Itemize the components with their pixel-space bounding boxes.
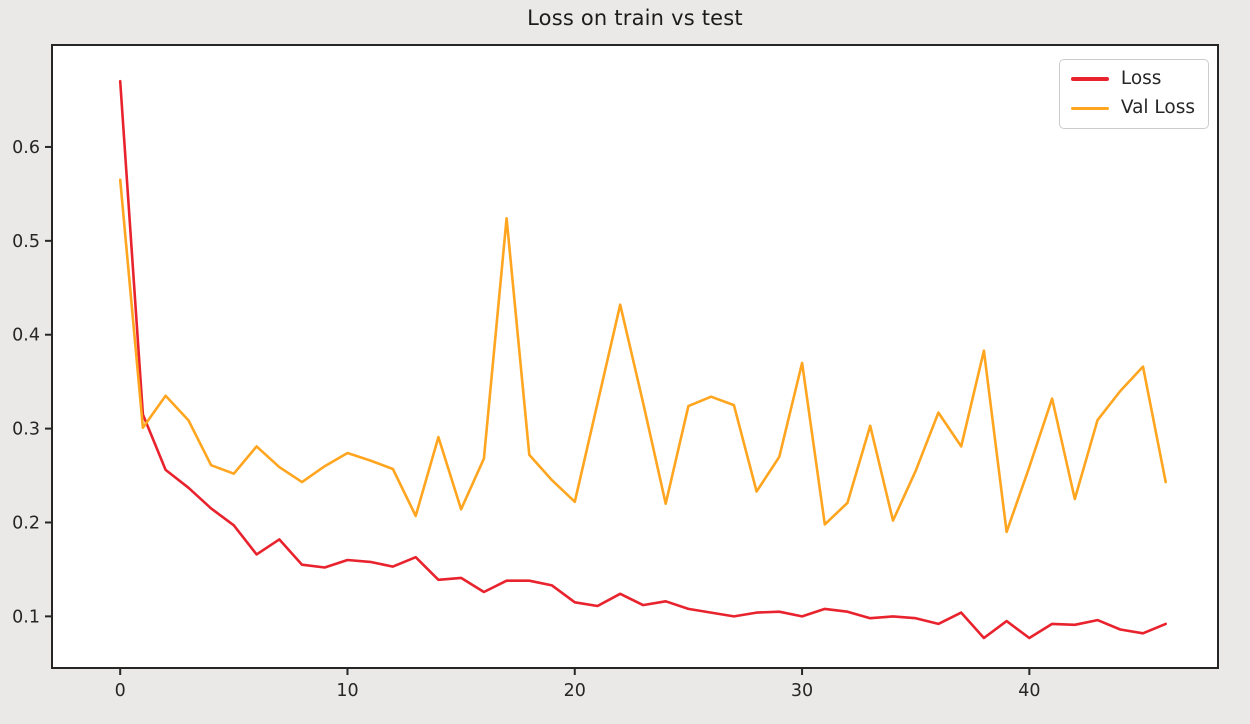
loss-line: [118, 79, 1167, 640]
legend: Loss Val Loss: [1058, 59, 1209, 129]
y-tick-label: 0.1: [12, 607, 40, 627]
y-tick-label: 0.3: [12, 420, 40, 440]
x-tick-label: 30: [791, 681, 813, 701]
y-tick-label: 0.2: [12, 513, 40, 533]
plot-border: [51, 44, 1219, 669]
legend-item-loss: Loss: [1070, 68, 1195, 89]
legend-label-val-loss: Val Loss: [1120, 97, 1195, 119]
loss-line-swatch: [1070, 77, 1109, 81]
x-tick-label: 0: [115, 681, 126, 701]
chart-title: Loss on train vs test: [527, 6, 743, 30]
y-tick-label: 0.6: [12, 138, 40, 158]
x-tick-label: 10: [336, 681, 358, 701]
x-tick-label: 40: [1018, 681, 1040, 701]
y-tick-label: 0.5: [12, 232, 40, 252]
x-tick-label: 20: [564, 681, 586, 701]
legend-item-val-loss: Val Loss: [1070, 97, 1195, 119]
plot-area: [52, 45, 1218, 668]
val-loss-line-swatch: [1070, 106, 1109, 111]
val-loss-line: [118, 178, 1167, 534]
y-tick-label: 0.4: [12, 326, 40, 346]
legend-label-loss: Loss: [1120, 68, 1162, 89]
